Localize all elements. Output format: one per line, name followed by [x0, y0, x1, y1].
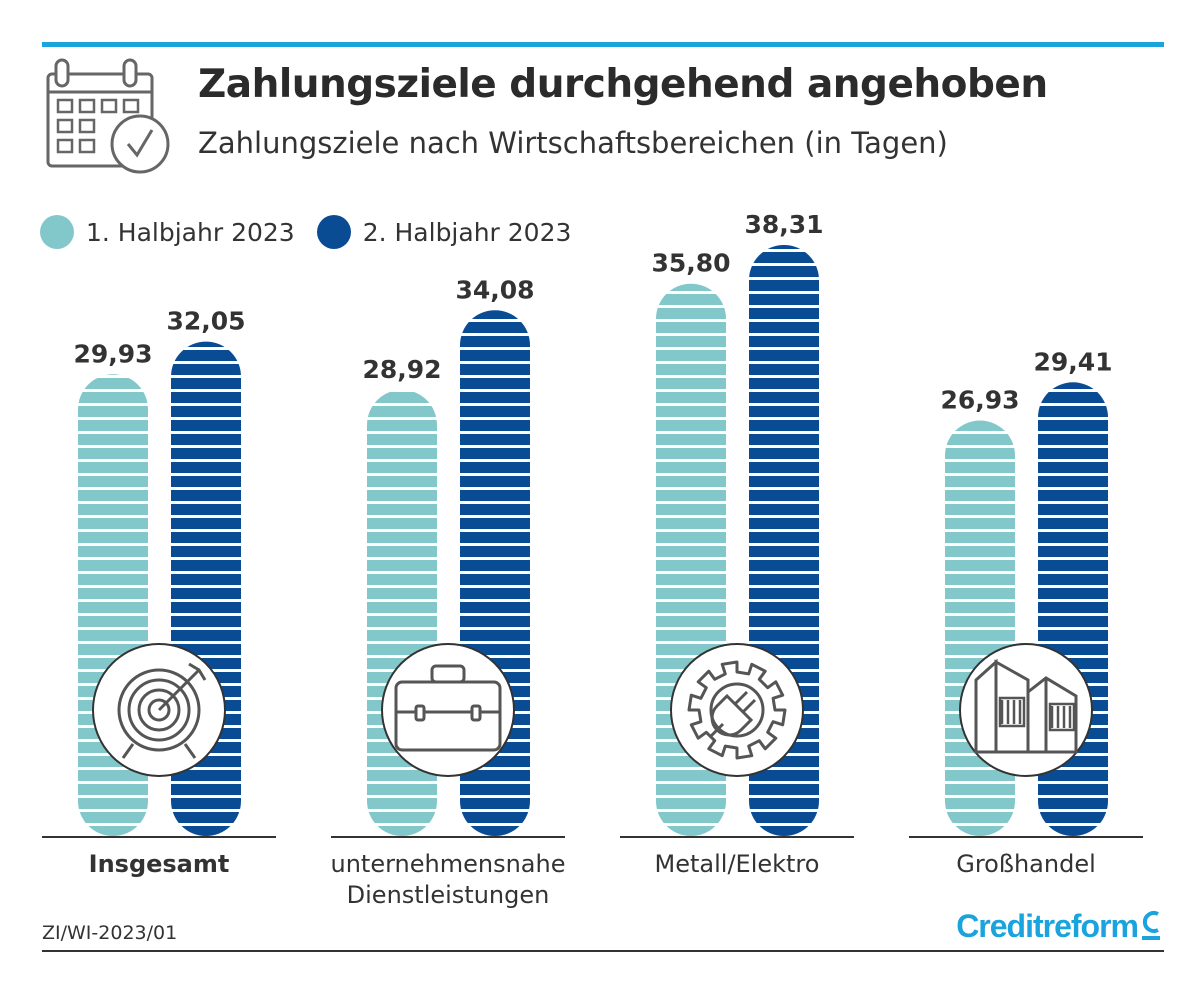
category-group-0: 29,93 32,05 Insgesamt [42, 307, 276, 878]
data-label: 34,08 [455, 275, 534, 304]
legend-item-h2: 2. Halbjahr 2023 [316, 215, 572, 249]
gear-plug-icon [670, 643, 804, 777]
data-label: 26,93 [940, 386, 1019, 415]
building-icon [959, 643, 1093, 777]
category-group-3: 26,93 29,41 Großhandel [909, 347, 1143, 878]
category-group-1: 28,92 34,08 unternehmensnahe Dienstleistung… [331, 275, 566, 909]
data-label: 28,92 [362, 355, 441, 384]
data-label: 29,41 [1033, 347, 1112, 376]
target-icon [92, 643, 226, 777]
bottom-rule [42, 950, 1164, 952]
category-label: unternehmensnahe Dienstleistungen [331, 850, 566, 909]
creditreform-mark-icon [1142, 911, 1160, 940]
category-label: Metall/Elektro [655, 850, 820, 878]
data-label: 35,80 [651, 249, 730, 278]
category-label: Insgesamt [89, 850, 230, 878]
legend-item-h1: 1. Halbjahr 2023 [40, 215, 295, 249]
legend-swatch-h1 [40, 215, 74, 249]
legend-label-h2: 2. Halbjahr 2023 [362, 217, 572, 247]
brand-logo: Creditreform [956, 908, 1139, 944]
source-code: ZI/WI-2023/01 [42, 922, 178, 944]
legend: 1. Halbjahr 2023 2. Halbjahr 2023 [40, 212, 593, 252]
top-accent-bar [42, 42, 1164, 47]
legend-label-h1: 1. Halbjahr 2023 [86, 217, 295, 247]
bar-h1 [945, 420, 1015, 836]
briefcase-icon [381, 643, 515, 777]
calendar-check-icon [46, 58, 170, 174]
chart-subtitle: Zahlungsziele nach Wirtschaftsbereichen … [198, 126, 948, 160]
data-label: 29,93 [73, 339, 152, 368]
data-label: 32,05 [166, 307, 245, 336]
chart-title: Zahlungsziele durchgehend angehoben [198, 62, 1048, 107]
category-group-2: 35,80 38,31 Metall/Elektro [620, 210, 854, 878]
data-label: 38,31 [744, 210, 823, 239]
legend-swatch-h2 [316, 215, 351, 249]
category-label: Großhandel [956, 850, 1096, 878]
